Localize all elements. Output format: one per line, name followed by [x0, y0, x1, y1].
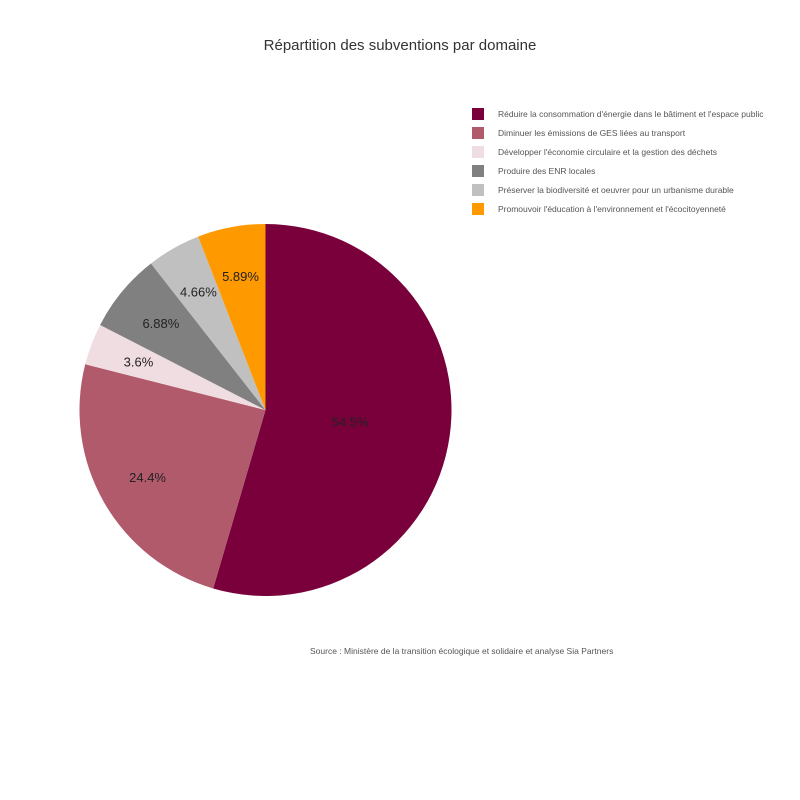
legend-label-4: Produire des ENR locales [498, 166, 595, 176]
chart-title: Répartition des subventions par domaine [264, 37, 537, 54]
legend-swatch-2 [472, 127, 484, 139]
pie-slice-5 [150, 236, 266, 410]
legend-label-6: Promouvoir l'éducation à l'environnement… [498, 204, 726, 214]
legend-label-5: Préserver la biodiversité et oeuvrer pou… [498, 185, 734, 195]
legend: Réduire la consommation d'énergie dans l… [472, 108, 764, 215]
slice-value-label-2: 24.4% [129, 470, 166, 485]
slice-value-label-5: 4.66% [180, 284, 217, 299]
slice-value-label-4: 6.88% [142, 316, 179, 331]
legend-label-3: Développer l'économie circulaire et la g… [498, 147, 717, 157]
legend-label-2: Diminuer les émissions de GES liées au t… [498, 128, 686, 138]
legend-swatch-3 [472, 146, 484, 158]
pie-slice-4 [100, 263, 266, 410]
pie-slice-2 [79, 364, 266, 589]
slice-value-label-6: 5.89% [222, 269, 259, 284]
pie-slice-1 [213, 224, 452, 596]
pie-slices [79, 224, 452, 596]
source-note: Source : Ministère de la transition écol… [310, 646, 613, 656]
pie-slice-6 [198, 224, 266, 410]
legend-swatch-1 [472, 108, 484, 120]
legend-swatch-5 [472, 184, 484, 196]
slice-value-label-1: 54.5% [332, 415, 369, 430]
legend-swatch-6 [472, 203, 484, 215]
legend-label-1: Réduire la consommation d'énergie dans l… [498, 109, 764, 119]
slice-value-label-3: 3.6% [124, 354, 154, 369]
pie-slice-3 [85, 324, 266, 410]
pie-slice-labels: 54.5% 24.4% 3.6% 6.88% 4.66% 5.89% [124, 269, 369, 485]
legend-swatch-4 [472, 165, 484, 177]
